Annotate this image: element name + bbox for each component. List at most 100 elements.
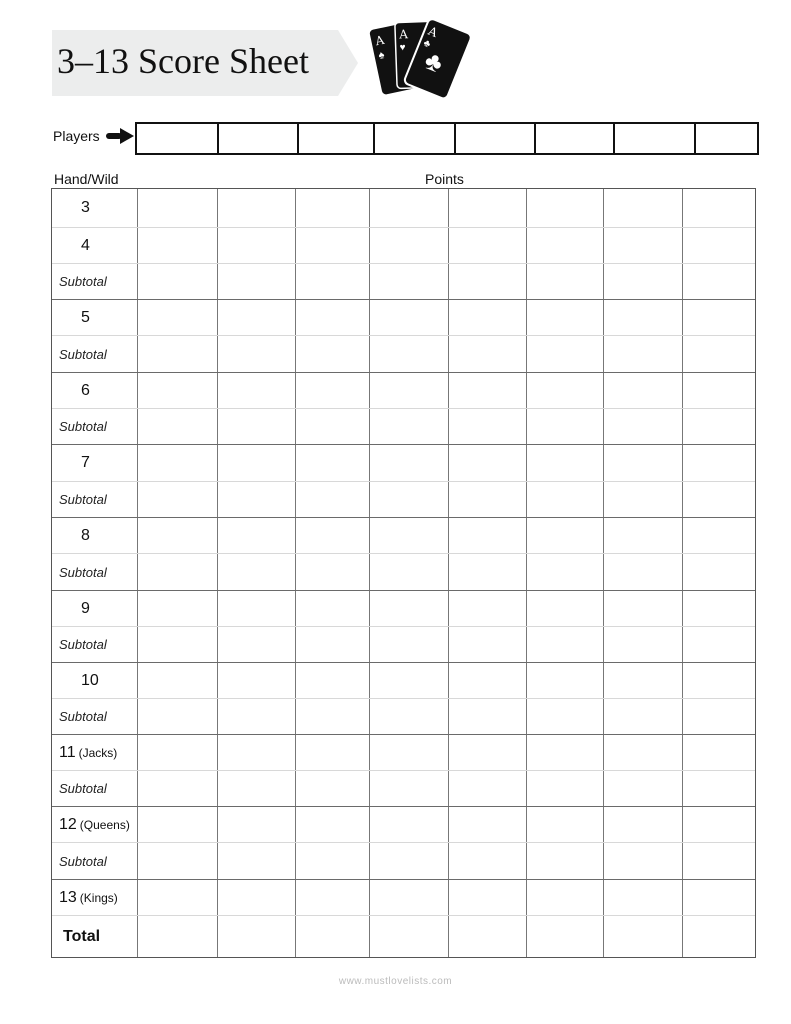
score-cell[interactable] <box>682 264 755 299</box>
score-cell[interactable] <box>682 916 755 957</box>
score-cell[interactable] <box>369 189 448 227</box>
score-cell[interactable] <box>448 554 526 590</box>
score-cell[interactable] <box>448 627 526 662</box>
player-name-cell[interactable] <box>137 124 219 153</box>
score-cell[interactable] <box>603 373 682 408</box>
score-cell[interactable] <box>603 627 682 662</box>
score-cell[interactable] <box>603 807 682 842</box>
score-cell[interactable] <box>295 699 369 734</box>
score-cell[interactable] <box>682 373 755 408</box>
score-cell[interactable] <box>369 409 448 444</box>
score-cell[interactable] <box>295 189 369 227</box>
score-cell[interactable] <box>137 482 217 517</box>
score-cell[interactable] <box>369 843 448 879</box>
score-cell[interactable] <box>217 554 295 590</box>
player-name-cell[interactable] <box>299 124 375 153</box>
score-cell[interactable] <box>295 300 369 335</box>
score-cell[interactable] <box>217 482 295 517</box>
score-cell[interactable] <box>448 807 526 842</box>
score-cell[interactable] <box>526 409 603 444</box>
score-cell[interactable] <box>448 336 526 372</box>
score-cell[interactable] <box>369 627 448 662</box>
score-cell[interactable] <box>217 880 295 915</box>
player-name-cell[interactable] <box>219 124 299 153</box>
score-cell[interactable] <box>682 699 755 734</box>
score-cell[interactable] <box>448 843 526 879</box>
score-cell[interactable] <box>369 228 448 263</box>
score-cell[interactable] <box>603 591 682 626</box>
score-cell[interactable] <box>137 373 217 408</box>
score-cell[interactable] <box>682 482 755 517</box>
score-cell[interactable] <box>295 591 369 626</box>
score-cell[interactable] <box>603 264 682 299</box>
score-cell[interactable] <box>217 409 295 444</box>
score-cell[interactable] <box>682 663 755 698</box>
score-cell[interactable] <box>217 735 295 770</box>
score-cell[interactable] <box>137 409 217 444</box>
score-cell[interactable] <box>603 663 682 698</box>
score-cell[interactable] <box>526 880 603 915</box>
score-cell[interactable] <box>448 735 526 770</box>
score-cell[interactable] <box>295 916 369 957</box>
player-name-cell[interactable] <box>536 124 615 153</box>
score-cell[interactable] <box>137 518 217 553</box>
score-cell[interactable] <box>137 591 217 626</box>
score-cell[interactable] <box>526 264 603 299</box>
score-cell[interactable] <box>217 807 295 842</box>
score-cell[interactable] <box>295 663 369 698</box>
score-cell[interactable] <box>448 916 526 957</box>
score-cell[interactable] <box>526 189 603 227</box>
score-cell[interactable] <box>137 264 217 299</box>
score-cell[interactable] <box>369 518 448 553</box>
score-cell[interactable] <box>603 735 682 770</box>
score-cell[interactable] <box>448 771 526 806</box>
score-cell[interactable] <box>526 336 603 372</box>
score-cell[interactable] <box>137 916 217 957</box>
score-cell[interactable] <box>137 189 217 227</box>
score-cell[interactable] <box>369 264 448 299</box>
score-cell[interactable] <box>682 807 755 842</box>
score-cell[interactable] <box>448 264 526 299</box>
score-cell[interactable] <box>603 880 682 915</box>
score-cell[interactable] <box>448 189 526 227</box>
score-cell[interactable] <box>682 409 755 444</box>
score-cell[interactable] <box>526 627 603 662</box>
score-cell[interactable] <box>369 591 448 626</box>
score-cell[interactable] <box>603 228 682 263</box>
score-cell[interactable] <box>217 591 295 626</box>
score-cell[interactable] <box>217 300 295 335</box>
score-cell[interactable] <box>603 409 682 444</box>
score-cell[interactable] <box>137 627 217 662</box>
score-cell[interactable] <box>295 735 369 770</box>
score-cell[interactable] <box>369 771 448 806</box>
score-cell[interactable] <box>369 663 448 698</box>
score-cell[interactable] <box>369 336 448 372</box>
score-cell[interactable] <box>526 300 603 335</box>
score-cell[interactable] <box>448 482 526 517</box>
score-cell[interactable] <box>448 880 526 915</box>
player-name-cell[interactable] <box>375 124 456 153</box>
score-cell[interactable] <box>369 880 448 915</box>
score-cell[interactable] <box>603 300 682 335</box>
score-cell[interactable] <box>295 843 369 879</box>
score-cell[interactable] <box>295 264 369 299</box>
score-cell[interactable] <box>526 771 603 806</box>
score-cell[interactable] <box>682 300 755 335</box>
score-cell[interactable] <box>603 518 682 553</box>
score-cell[interactable] <box>603 482 682 517</box>
score-cell[interactable] <box>295 445 369 481</box>
score-cell[interactable] <box>295 228 369 263</box>
score-cell[interactable] <box>682 880 755 915</box>
score-cell[interactable] <box>295 373 369 408</box>
score-cell[interactable] <box>448 409 526 444</box>
score-cell[interactable] <box>369 373 448 408</box>
score-cell[interactable] <box>682 445 755 481</box>
score-cell[interactable] <box>137 554 217 590</box>
score-cell[interactable] <box>295 518 369 553</box>
score-cell[interactable] <box>295 336 369 372</box>
score-cell[interactable] <box>295 627 369 662</box>
score-cell[interactable] <box>217 699 295 734</box>
score-cell[interactable] <box>295 880 369 915</box>
score-cell[interactable] <box>295 409 369 444</box>
score-cell[interactable] <box>526 373 603 408</box>
